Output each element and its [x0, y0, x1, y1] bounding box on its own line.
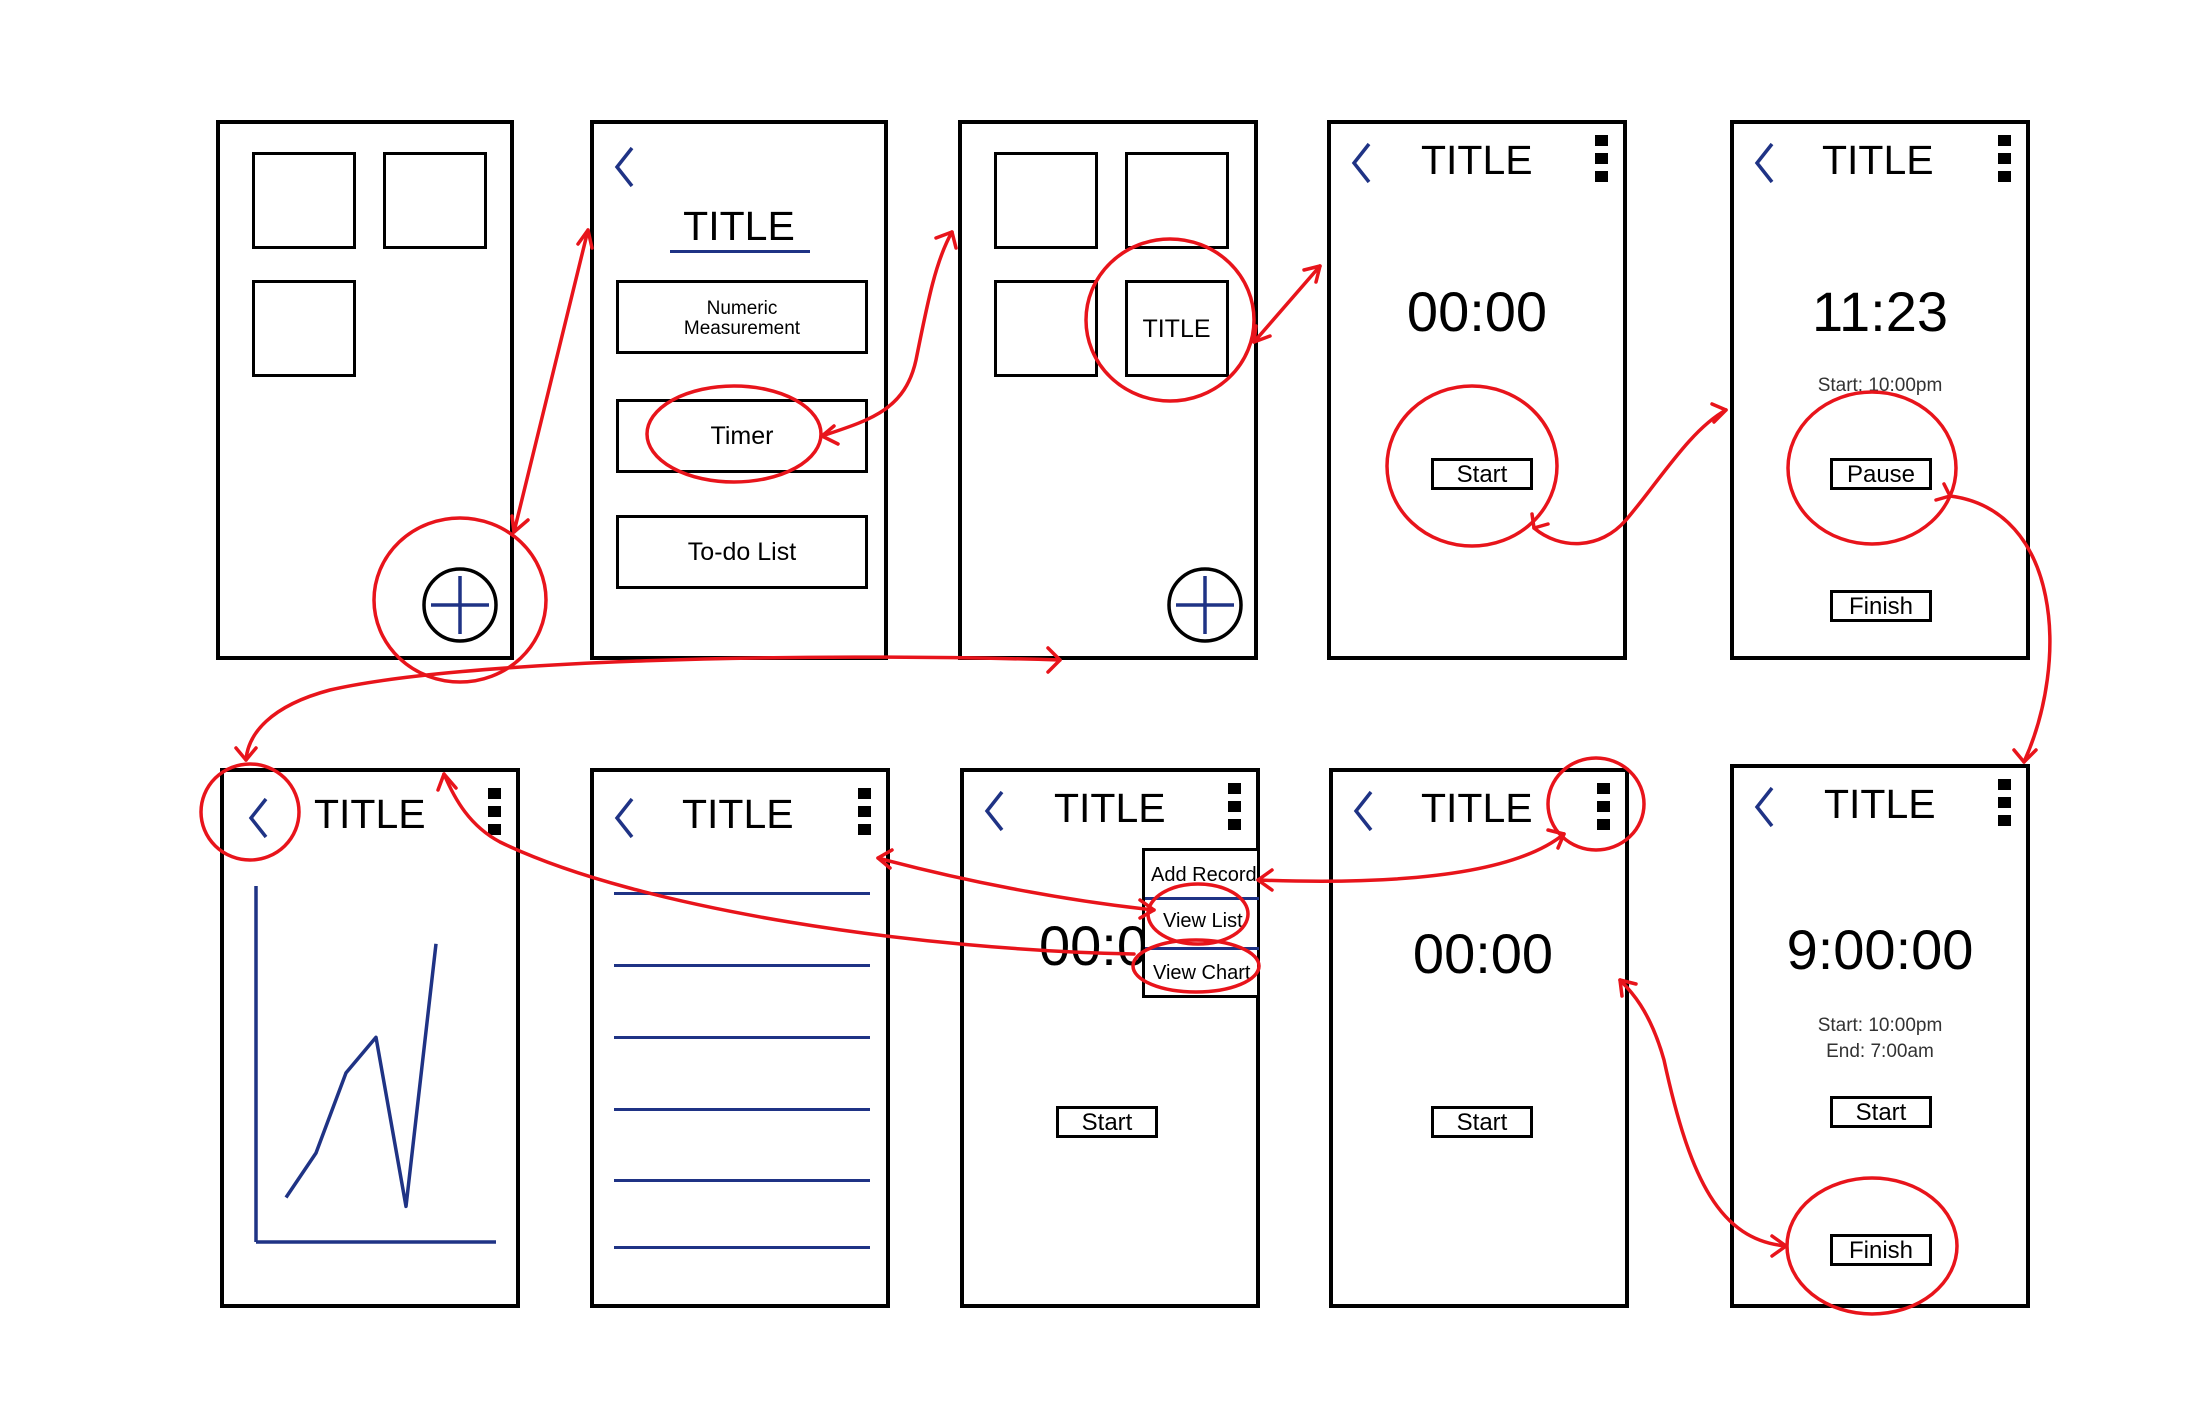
more-menu-icon[interactable]	[488, 788, 502, 842]
arrowhead	[1256, 868, 1274, 892]
timer-display: 00:0	[1039, 914, 1148, 977]
start-time-label: Start: 10:00pm	[1817, 1015, 1943, 1036]
tile-placeholder[interactable]	[383, 152, 487, 249]
series-line	[284, 943, 438, 1209]
tile-placeholder[interactable]	[252, 152, 356, 249]
page-title: TITLE	[1054, 785, 1166, 831]
tile-placeholder[interactable]	[1125, 152, 1229, 249]
end-time-label: End: 7:00am	[1826, 1041, 1934, 1062]
title-underline	[670, 250, 810, 253]
menu-item-add-record[interactable]: Add Record	[1151, 864, 1257, 886]
arrowhead	[234, 746, 258, 762]
list-item[interactable]	[614, 1036, 870, 1039]
screen-timer-finished: TITLE 9:00:00 Start: 10:00pm End: 7:00am…	[1730, 764, 2030, 1308]
timer-display: 00:00	[1406, 280, 1548, 343]
chart-series	[284, 943, 438, 1209]
flow-arrow-add-to-chooser	[512, 228, 590, 534]
arrowhead	[2012, 748, 2038, 764]
list-item[interactable]	[614, 1246, 870, 1249]
page-title: TITLE	[1824, 781, 1936, 827]
numeric-measurement-button[interactable]: Numeric Measurement	[616, 280, 868, 354]
screen-timer-menu-open: TITLE 00:0 Start Add Record View List Vi…	[960, 768, 1260, 1308]
menu-item-view-chart[interactable]: View Chart	[1153, 962, 1251, 984]
arrowhead	[1302, 264, 1322, 284]
more-menu-icon[interactable]	[858, 788, 872, 842]
finish-button[interactable]: Finish	[1830, 590, 1932, 622]
timer-display: 9:00:00	[1786, 918, 1974, 981]
more-menu-icon[interactable]	[1998, 135, 2012, 189]
finish-button[interactable]: Finish	[1830, 1234, 1932, 1266]
list-item[interactable]	[614, 964, 870, 967]
timer-button[interactable]: Timer	[616, 399, 868, 473]
timer-tile[interactable]: TITLE	[1125, 280, 1229, 377]
start-button[interactable]: Start	[1431, 1106, 1533, 1138]
screen-timer-running: TITLE 11:23 Start: 10:00pm Pause Finish	[1730, 120, 2030, 660]
arrowhead	[510, 514, 530, 534]
start-button[interactable]: Start	[1830, 1096, 1932, 1128]
page-title: TITLE	[314, 791, 426, 837]
back-arrow-icon[interactable]	[1752, 784, 1778, 830]
menu-divider	[1145, 947, 1259, 950]
flow-arrow-tile-to-timer	[1252, 264, 1322, 344]
start-time-label: Start: 10:00pm	[1817, 375, 1943, 396]
chart-axes	[254, 886, 496, 1244]
page-title: TITLE	[1421, 137, 1533, 183]
tile-placeholder[interactable]	[252, 280, 356, 377]
list-item[interactable]	[614, 1179, 870, 1182]
menu-divider	[1145, 897, 1259, 900]
list-item[interactable]	[614, 1108, 870, 1111]
back-arrow-icon[interactable]	[612, 144, 638, 190]
more-menu-icon[interactable]	[1597, 783, 1611, 837]
flow-arrow-home-to-chart	[244, 655, 1062, 762]
screen-list-view: TITLE	[590, 768, 890, 1308]
screen-home-with-tile: TITLE	[958, 120, 1258, 660]
page-title: TITLE	[682, 791, 794, 837]
more-menu-icon[interactable]	[1595, 135, 1609, 189]
timer-display: 00:00	[1412, 922, 1554, 985]
pause-button[interactable]: Pause	[1830, 458, 1932, 490]
screen-timer-idle: TITLE 00:00 Start	[1327, 120, 1627, 660]
list-item[interactable]	[614, 892, 870, 895]
back-arrow-icon[interactable]	[1752, 140, 1778, 186]
page-title: TITLE	[683, 203, 795, 249]
screen-timer-reset: TITLE 00:00 Start	[1329, 768, 1629, 1308]
add-icon[interactable]	[1166, 566, 1244, 644]
back-arrow-icon[interactable]	[1351, 788, 1377, 834]
line-chart	[254, 886, 496, 1244]
todo-list-button[interactable]: To-do List	[616, 515, 868, 589]
tile-label: TITLE	[1142, 315, 1211, 343]
page-title: TITLE	[1421, 785, 1533, 831]
tile-placeholder[interactable]	[994, 280, 1098, 377]
tile-placeholder[interactable]	[994, 152, 1098, 249]
start-button[interactable]: Start	[1431, 458, 1533, 490]
back-arrow-icon[interactable]	[982, 788, 1008, 834]
menu-item-view-list[interactable]: View List	[1163, 910, 1243, 932]
screen-type-chooser: TITLE Numeric Measurement Timer To-do Li…	[590, 120, 888, 660]
timer-display: 11:23	[1812, 280, 1948, 343]
start-button[interactable]: Start	[1056, 1106, 1158, 1138]
back-arrow-icon[interactable]	[612, 795, 638, 841]
page-title: TITLE	[1822, 137, 1934, 183]
screen-chart-view: TITLE	[220, 768, 520, 1308]
arrowhead	[934, 230, 958, 250]
more-menu-icon[interactable]	[1228, 783, 1242, 837]
more-menu-icon[interactable]	[1998, 779, 2012, 833]
back-arrow-icon[interactable]	[246, 795, 272, 841]
screen-home-empty	[216, 120, 514, 660]
add-icon[interactable]	[421, 566, 499, 644]
overflow-menu: Add Record View List View Chart	[1142, 848, 1260, 998]
arrowhead	[1710, 402, 1728, 424]
back-arrow-icon[interactable]	[1349, 140, 1375, 186]
